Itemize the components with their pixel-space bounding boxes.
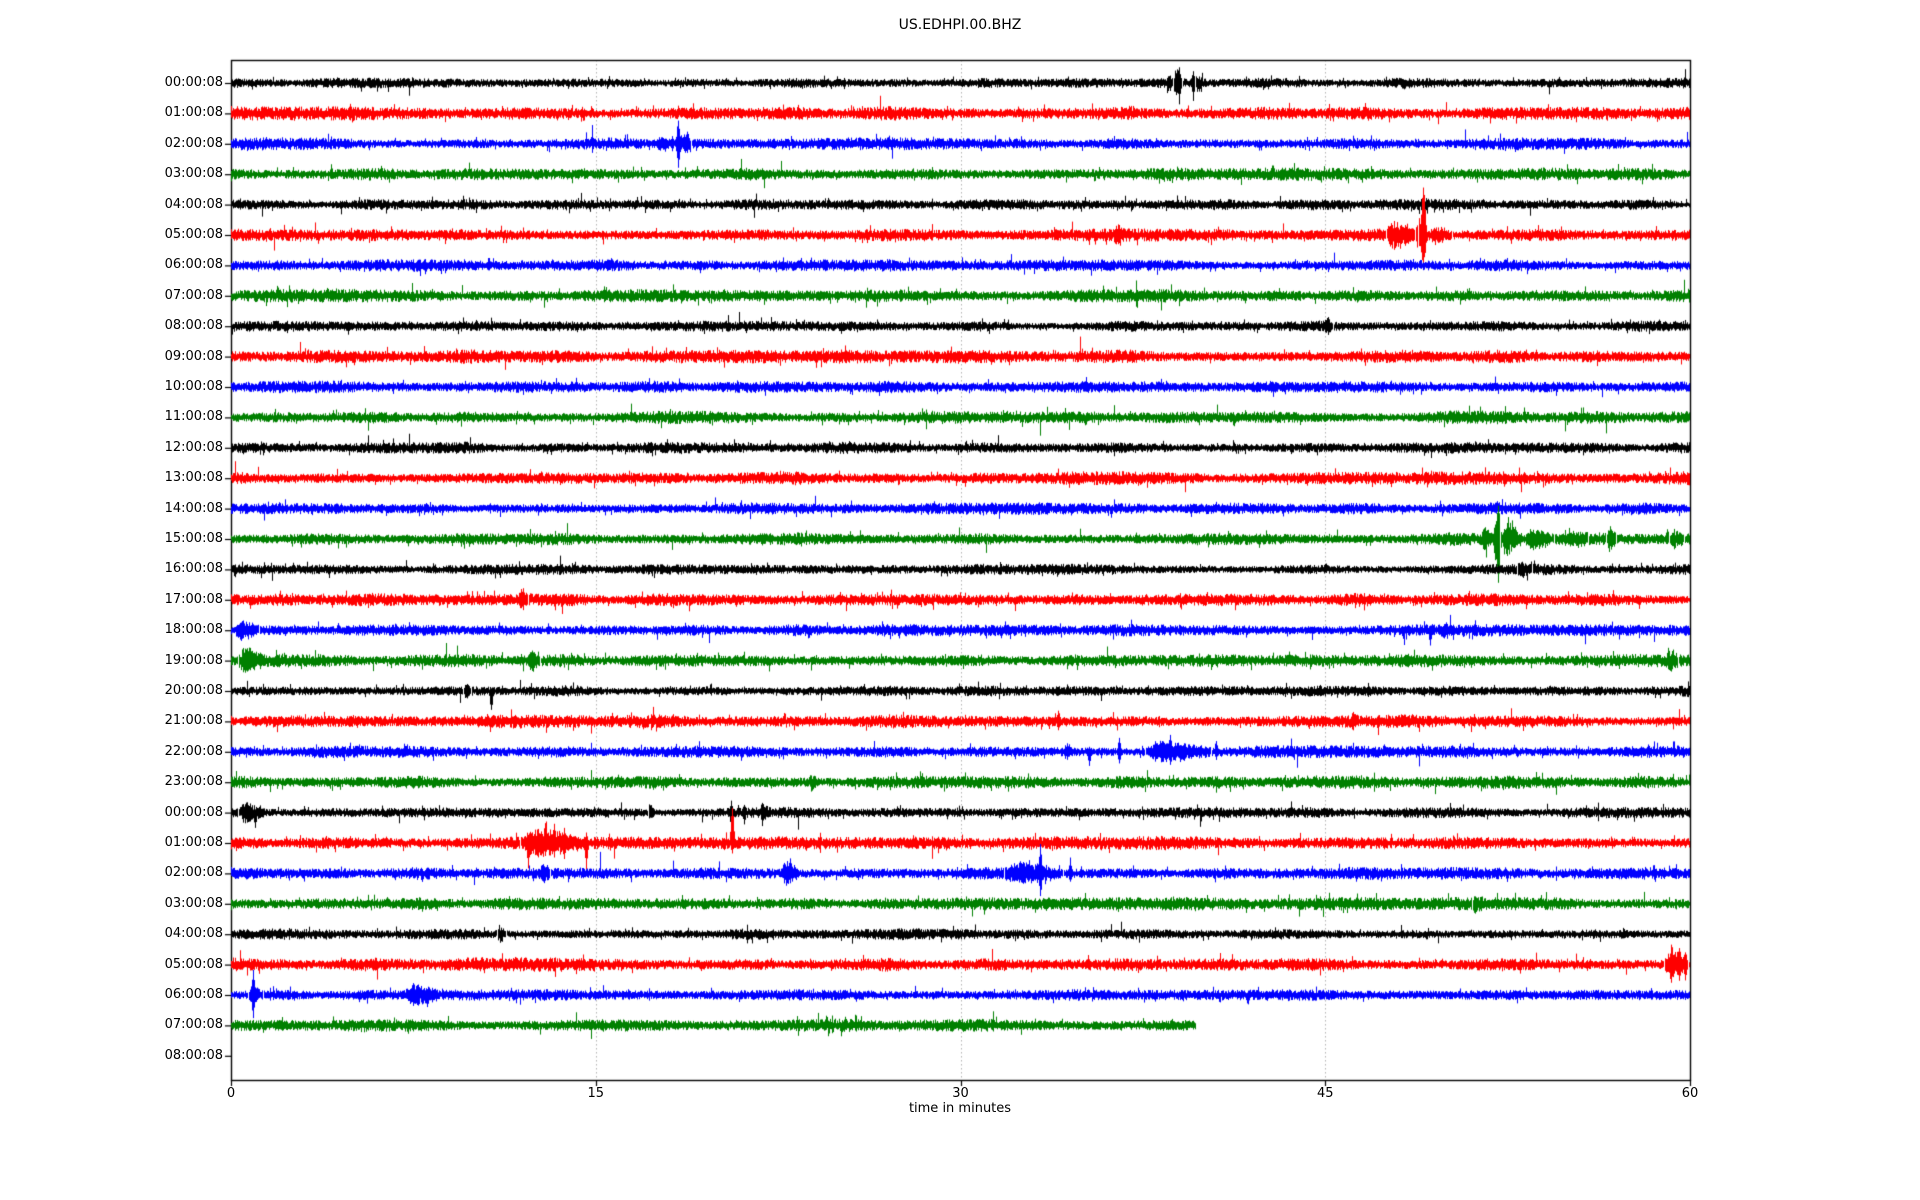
y-tick-label: 08:00:08 [164, 318, 223, 334]
y-tick-label: 02:00:08 [164, 135, 223, 151]
y-tick-label: 13:00:08 [164, 470, 223, 486]
y-tick-label: 17:00:08 [164, 591, 223, 607]
y-tick-label: 10:00:08 [164, 379, 223, 394]
y-tick-label: 00:00:08 [164, 804, 223, 820]
y-tick-label: 06:00:08 [164, 257, 223, 273]
y-tick-label: 12:00:08 [164, 439, 223, 455]
y-tick-label: 03:00:08 [164, 166, 223, 182]
x-tick-label: 30 [952, 1086, 969, 1101]
y-tick-label: 22:00:08 [164, 743, 223, 759]
x-tick-label: 0 [226, 1086, 236, 1101]
x-tick-label: 60 [1681, 1086, 1699, 1101]
y-tick-label: 05:00:08 [164, 956, 223, 972]
y-tick-label: 09:00:08 [164, 348, 223, 364]
y-tick-label: 03:00:08 [164, 895, 223, 911]
y-tick-label: 01:00:08 [164, 105, 223, 121]
y-tick-label: 23:00:08 [164, 774, 223, 790]
x-tick-label: 45 [1316, 1086, 1334, 1101]
y-tick-label: 00:00:08 [164, 75, 223, 90]
y-tick-label: 02:00:08 [164, 865, 223, 881]
y-tick-label: 04:00:08 [164, 196, 223, 212]
x-tick-label: 15 [587, 1086, 605, 1101]
y-tick-label: 19:00:08 [164, 652, 223, 668]
y-tick-label: 07:00:08 [164, 1017, 223, 1033]
y-tick-label: 20:00:08 [164, 683, 223, 698]
y-tick-label: 16:00:08 [164, 561, 223, 577]
y-tick-label: 04:00:08 [164, 926, 223, 942]
y-tick-label: 15:00:08 [164, 531, 223, 546]
y-tick-label: 07:00:08 [164, 287, 223, 303]
y-tick-label: 11:00:08 [164, 409, 223, 425]
y-tick-label: 01:00:08 [164, 835, 223, 850]
y-tick-label: 06:00:08 [164, 987, 223, 1002]
y-tick-label: 21:00:08 [164, 713, 223, 729]
y-tick-label: 08:00:08 [164, 1047, 223, 1063]
y-tick-label: 14:00:08 [164, 500, 223, 516]
y-tick-label: 05:00:08 [164, 227, 223, 242]
x-axis-label: time in minutes [908, 1101, 1012, 1116]
y-tick-label: 18:00:08 [164, 622, 223, 638]
